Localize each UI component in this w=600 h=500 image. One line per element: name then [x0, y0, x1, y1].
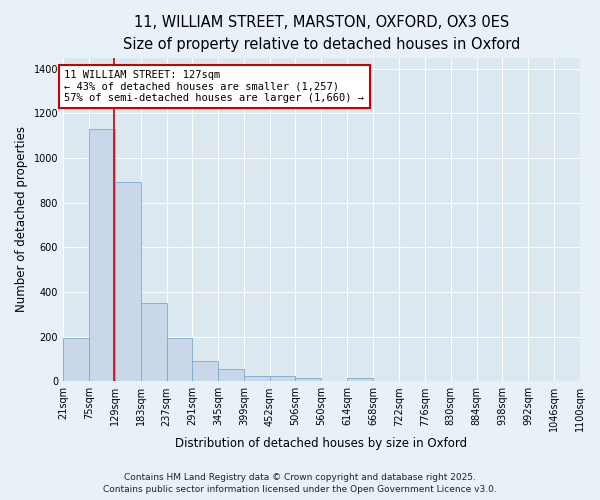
Bar	[269, 376, 295, 382]
Bar	[89, 129, 115, 382]
Bar	[218, 369, 244, 382]
Bar	[347, 378, 373, 382]
Text: 11 WILLIAM STREET: 127sqm
← 43% of detached houses are smaller (1,257)
57% of se: 11 WILLIAM STREET: 127sqm ← 43% of detac…	[64, 70, 364, 103]
Y-axis label: Number of detached properties: Number of detached properties	[15, 126, 28, 312]
Bar	[295, 378, 321, 382]
Bar	[193, 361, 218, 382]
Text: Contains HM Land Registry data © Crown copyright and database right 2025.
Contai: Contains HM Land Registry data © Crown c…	[103, 472, 497, 494]
Bar	[115, 182, 140, 382]
Bar	[244, 376, 269, 382]
Bar	[140, 302, 167, 382]
X-axis label: Distribution of detached houses by size in Oxford: Distribution of detached houses by size …	[175, 437, 467, 450]
Title: 11, WILLIAM STREET, MARSTON, OXFORD, OX3 0ES
Size of property relative to detach: 11, WILLIAM STREET, MARSTON, OXFORD, OX3…	[123, 15, 520, 52]
Bar	[167, 338, 193, 382]
Bar	[63, 338, 89, 382]
